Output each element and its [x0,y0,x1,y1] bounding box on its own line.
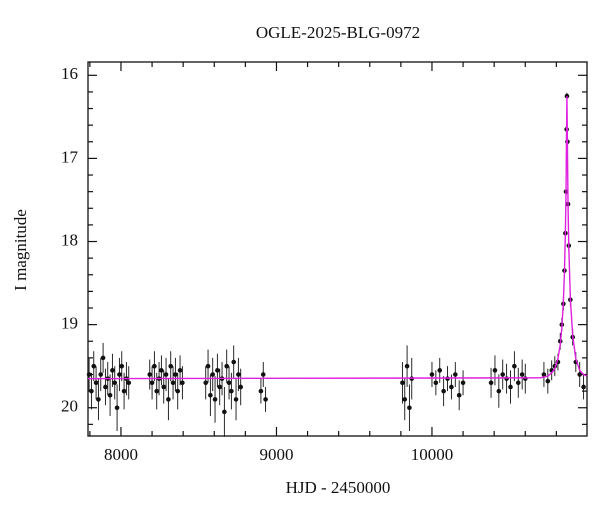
data-point [154,388,160,394]
data-point [89,388,94,394]
data-point [581,384,586,390]
data-point [500,372,506,377]
data-point [147,372,153,377]
plot-frame [87,61,588,437]
data-point [429,372,435,377]
data-point [233,397,239,402]
data-point [152,363,157,369]
data-point [100,355,106,361]
x-axis-label: HJD - 2450000 [286,478,391,497]
data-point [577,372,582,377]
data-point [119,363,125,369]
data-point [112,380,118,386]
data-point [229,388,234,394]
y-tick-label: 17 [61,147,79,166]
data-point [449,384,454,390]
data-point [400,380,405,386]
data-point [492,368,498,373]
data-point [212,397,218,402]
data-point [437,368,443,373]
data-point [545,378,551,384]
data-point [175,388,181,394]
data-point [149,380,155,386]
data-point [168,363,174,369]
data-point [508,384,513,390]
data-point [496,388,502,394]
data-point [452,372,458,377]
data-point [98,372,104,377]
data-point [519,372,525,377]
x-tick-label: 8000 [104,445,138,464]
x-tick-label: 10000 [411,445,454,464]
data-point [126,380,132,386]
data-point [96,397,101,402]
data-point [222,409,227,415]
data-point [208,392,213,398]
data-point [110,368,115,373]
data-point [512,363,517,369]
data-point [258,388,264,394]
data-point [404,363,410,369]
x-tick-label: 9000 [259,445,293,464]
data-point [170,380,176,386]
data-point [504,376,509,381]
data-point [180,380,185,386]
data-point [238,384,244,390]
data-point [522,376,528,381]
data-point [177,368,183,373]
data-point [215,368,220,373]
y-tick-label: 19 [61,314,78,333]
data-point [114,405,120,411]
data-point [91,363,97,369]
data-point [231,359,237,365]
data-point [166,397,171,402]
data-point [93,380,99,386]
data-point [433,380,439,386]
data-point [203,380,209,386]
y-axis-label: I magnitude [11,209,30,291]
data-point [407,405,412,411]
data-point [107,392,113,398]
data-point [103,384,108,390]
data-point [236,372,241,377]
data-point [224,363,230,369]
data-point [217,384,223,390]
chart-title: OGLE-2025-BLG-0972 [256,23,420,42]
model-curve [87,96,588,380]
y-tick-label: 16 [61,64,78,83]
data-point [515,380,521,386]
y-tick-label: 20 [61,397,78,416]
data-point [86,372,92,377]
data-point [441,388,446,394]
data-point [226,380,232,386]
data-point [121,388,127,394]
data-point [456,392,462,398]
data-point [263,397,268,402]
data-point [117,372,122,377]
data-point [541,372,547,377]
data-point [460,380,466,386]
data-point [210,372,216,377]
data-point [488,380,494,386]
data-point [159,368,164,373]
data-point [161,384,167,390]
data-point [163,372,169,377]
data-point [173,372,178,377]
data-point [260,372,266,377]
data-point [205,363,211,369]
y-tick-label: 18 [61,230,78,249]
data-point [402,397,408,402]
